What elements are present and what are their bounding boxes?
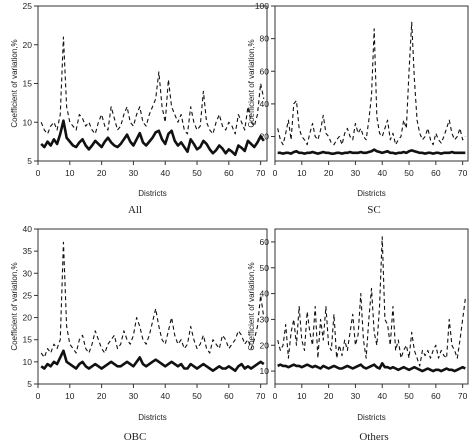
series-line-solid [277,148,466,155]
chart-panel-sc: 0 10 20 30 40 50 60 70 20 40 60 80 100 Districts Coeff… [247,1,469,216]
y-axis-label: Coefficient of variation,% [10,262,19,350]
y-tick-label: 15 [23,335,33,345]
y-axis-label: Coefficient of variation,% [247,262,256,350]
y-tick-label: 10 [23,117,33,127]
y-tick-label: 20 [260,132,270,142]
y-tick-label: 5 [27,379,32,389]
x-tick-label: 10 [297,391,307,401]
x-tick-label: 50 [192,391,202,401]
x-tick-label: 60 [431,168,441,178]
series-line-dashed [277,236,466,367]
y-tick-label: 60 [260,66,270,76]
y-tick-label: 60 [260,237,270,247]
x-axis-label: Districts [138,189,166,198]
y-axis-label: Coefficient of variation,% [10,39,19,127]
y-tick-label: 30 [23,268,33,278]
series-line-solid [40,119,265,157]
x-tick-label: 50 [192,168,202,178]
panel-caption: SC [367,204,380,216]
x-tick-label: 40 [160,168,170,178]
y-tick-label: 10 [23,357,33,367]
x-tick-label: 20 [97,168,107,178]
y-tick-label: 40 [260,99,270,109]
x-tick-label: 0 [273,391,278,401]
x-tick-label: 60 [431,391,441,401]
series-line-dashed [277,21,466,146]
y-tick-label: 20 [23,313,33,323]
x-tick-label: 50 [404,168,414,178]
y-tick-label: 20 [23,40,33,50]
y-axis-label: Coefficient of variation,% [247,39,256,127]
y-tick-label: 100 [255,1,269,11]
y-tick-label: 40 [260,289,270,299]
y-tick-label: 40 [23,224,33,234]
y-tick-label: 30 [260,314,270,324]
x-axis-label: Districts [138,413,166,422]
x-tick-label: 20 [97,391,107,401]
x-tick-label: 0 [36,168,41,178]
y-tick-label: 50 [260,263,270,273]
x-tick-label: 0 [36,391,41,401]
panel-caption: OBC [124,431,147,443]
chart-panel-all: 0 10 20 30 40 50 60 70 5 10 15 20 25 Districts Coeffic… [10,1,268,216]
y-tick-label: 20 [260,340,270,350]
x-tick-label: 0 [273,168,278,178]
y-tick-label: 25 [23,1,33,11]
x-tick-label: 60 [224,168,234,178]
x-tick-label: 60 [224,391,234,401]
series-line-dashed [40,241,265,358]
plot-frame [274,228,469,385]
plot-frame [37,228,268,385]
y-tick-label: 35 [23,246,33,256]
x-tick-label: 10 [297,168,307,178]
series-line-solid [277,362,466,373]
x-tick-label: 30 [129,391,139,401]
x-tick-label: 70 [458,391,468,401]
panel-caption: All [128,204,142,216]
x-tick-label: 40 [160,391,170,401]
chart-panel-obc: 0 10 20 30 40 50 60 70 5 10 15 20 25 30 35 40 Districts C… [10,224,268,443]
series-line-dashed [40,36,265,135]
y-tick-label: 10 [260,366,270,376]
y-tick-label: 15 [23,79,33,89]
panel-caption: Others [359,431,388,443]
x-axis-label: Districts [357,413,385,422]
x-tick-label: 30 [129,168,139,178]
y-tick-label: 80 [260,34,270,44]
chart-panel-others: 0 10 20 30 40 50 60 70 10 20 30 40 50 60 Districts Coef… [247,228,469,443]
x-tick-label: 30 [351,168,361,178]
x-tick-label: 50 [404,391,414,401]
x-tick-label: 70 [256,391,266,401]
y-tick-label: 25 [23,290,33,300]
x-tick-label: 20 [324,168,334,178]
series-line-solid [40,349,265,373]
x-tick-label: 10 [65,391,75,401]
x-axis-label: Districts [357,189,385,198]
x-tick-label: 30 [351,391,361,401]
x-tick-label: 10 [65,168,75,178]
y-tick-label: 5 [27,156,32,166]
x-tick-label: 40 [377,168,387,178]
x-tick-label: 70 [256,168,266,178]
x-tick-label: 40 [377,391,387,401]
x-tick-label: 20 [324,391,334,401]
x-tick-label: 70 [458,168,468,178]
plot-frame [274,5,469,162]
